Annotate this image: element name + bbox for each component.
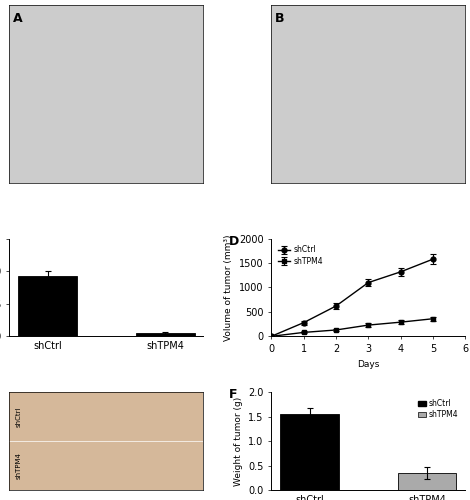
X-axis label: Days: Days bbox=[357, 360, 379, 368]
Text: F: F bbox=[228, 388, 237, 402]
Text: A: A bbox=[13, 12, 23, 25]
Text: shTPM4: shTPM4 bbox=[16, 452, 22, 479]
Bar bbox=[398, 473, 456, 490]
Text: B: B bbox=[275, 12, 285, 25]
Text: D: D bbox=[228, 234, 239, 248]
Text: shCtrl: shCtrl bbox=[16, 406, 22, 427]
Y-axis label: Volume of tumor (mm³): Volume of tumor (mm³) bbox=[225, 234, 234, 340]
Bar bbox=[280, 414, 339, 490]
Legend: shCtrl, shTPM4: shCtrl, shTPM4 bbox=[415, 396, 462, 422]
Bar bbox=[136, 333, 195, 336]
Bar bbox=[18, 276, 77, 336]
Y-axis label: Weight of tumor (g): Weight of tumor (g) bbox=[234, 396, 243, 486]
Legend: shCtrl, shTPM4: shCtrl, shTPM4 bbox=[275, 242, 326, 269]
